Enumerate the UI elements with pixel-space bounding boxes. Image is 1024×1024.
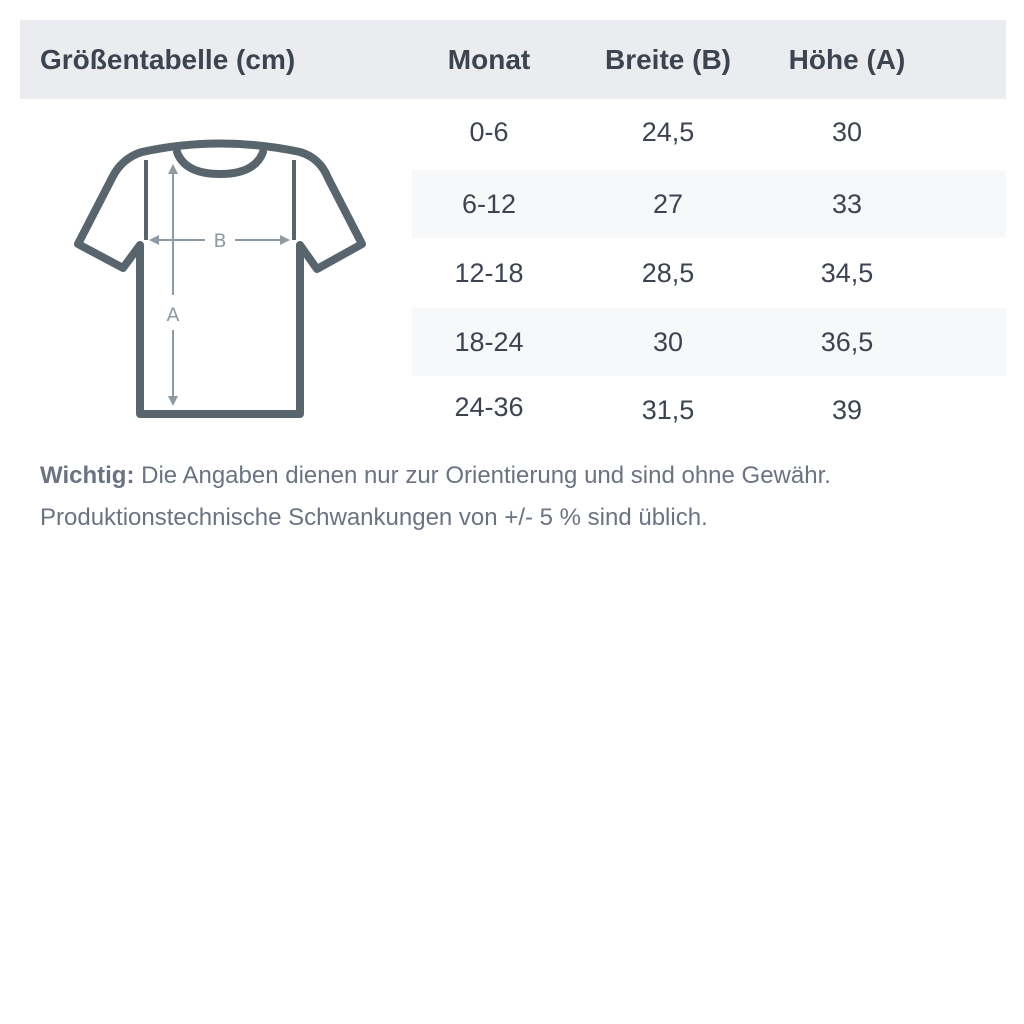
cell-month: 18-24 — [454, 327, 524, 357]
cell-month: 0-6 — [469, 117, 509, 147]
cell-month: 24-36 — [454, 392, 524, 422]
cell-height: 36,5 — [820, 327, 874, 357]
disclaimer-note: Wichtig: Die Angaben dienen nur zur Orie… — [40, 455, 1000, 539]
cell-height: 30 — [831, 117, 863, 147]
cell-month: 6-12 — [461, 189, 517, 219]
cell-width: 30 — [652, 327, 684, 357]
cell-month: 12-18 — [454, 258, 524, 288]
cell-width: 31,5 — [641, 395, 695, 425]
table-row: 6-12 27 33 — [412, 170, 1006, 238]
table-title: Größentabelle (cm) — [40, 44, 296, 75]
cell-height: 39 — [831, 395, 863, 425]
cell-height: 34,5 — [820, 258, 874, 288]
note-label: Wichtig: — [40, 462, 135, 489]
note-text: Die Angaben dienen nur zur Orientierung … — [134, 462, 831, 489]
column-header-height: Höhe (A) — [788, 44, 906, 75]
table-header: Größentabelle (cm) Monat Breite (B) Höhe… — [20, 20, 1006, 99]
cell-height: 33 — [831, 189, 863, 219]
cell-width: 28,5 — [641, 258, 695, 288]
table-row: 18-24 30 36,5 — [412, 308, 1006, 376]
cell-width: 27 — [652, 189, 684, 219]
height-label: A — [167, 304, 180, 326]
table-row: 0-6 24,5 30 — [412, 98, 1006, 166]
table-row: 24-36 31,5 39 — [412, 374, 1006, 442]
note-text-2: Produktionstechnische Schwankungen von +… — [40, 504, 708, 531]
column-header-width: Breite (B) — [604, 44, 732, 75]
tshirt-diagram-icon: B A — [74, 139, 366, 418]
cell-width: 24,5 — [641, 117, 695, 147]
width-label: B — [213, 230, 226, 252]
table-row: 12-18 28,5 34,5 — [412, 239, 1006, 307]
column-header-month: Monat — [447, 44, 531, 75]
